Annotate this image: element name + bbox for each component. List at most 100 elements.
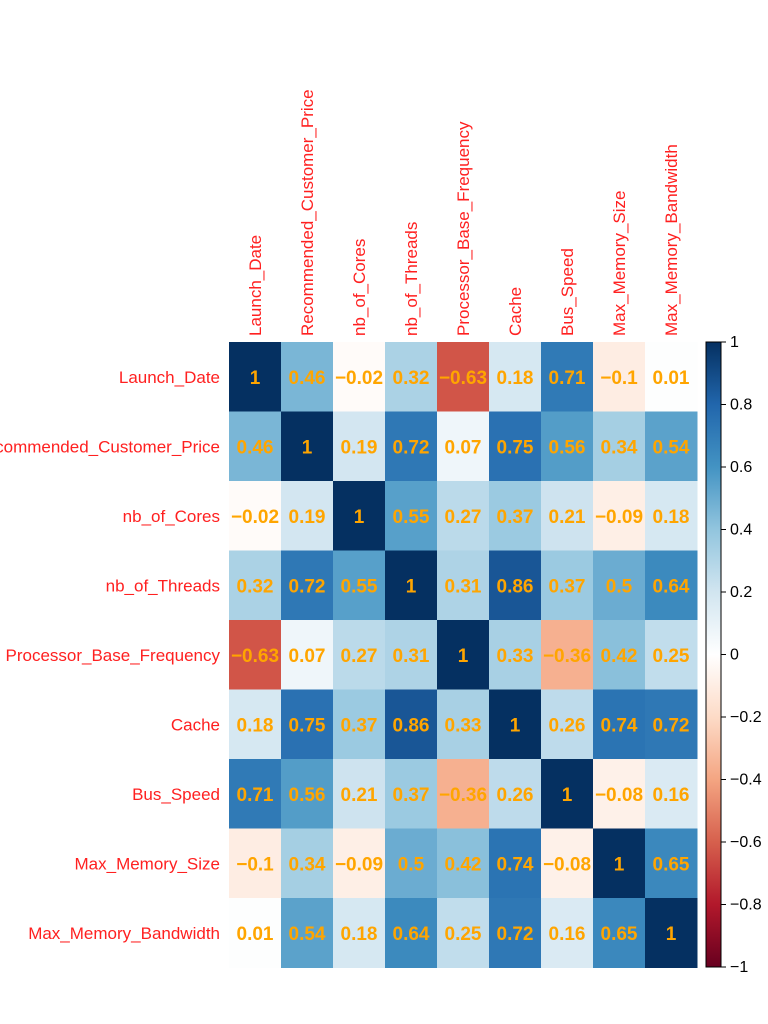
column-label: Cache (506, 287, 525, 336)
heatmap-cell (541, 620, 594, 690)
cell-value: 0.27 (445, 507, 482, 528)
heatmap-cell (593, 689, 646, 760)
cell-value: 0.46 (289, 368, 326, 389)
cell-value: 0.27 (341, 646, 378, 667)
heatmap-cell (385, 342, 438, 412)
cell-value: 0.31 (393, 646, 430, 667)
heatmap-cell (385, 898, 438, 968)
cell-value: 1 (510, 715, 521, 736)
column-label: Max_Memory_Size (610, 191, 629, 337)
colorbar-tick-label: 0.4 (730, 522, 752, 539)
heatmap-cell (437, 898, 490, 968)
cell-value: 0.34 (289, 854, 326, 875)
heatmap-cell (333, 550, 386, 621)
heatmap-cell (229, 550, 282, 621)
heatmap-cell (437, 411, 490, 482)
cell-value: −0.08 (543, 854, 591, 875)
heatmap-cell (281, 411, 334, 482)
heatmap-cell (489, 689, 542, 760)
heatmap-cell (593, 828, 646, 899)
heatmap-cell (593, 898, 646, 968)
heatmap-cell (645, 689, 698, 760)
heatmap-cell (437, 828, 490, 899)
cell-value: −0.36 (439, 785, 487, 806)
colorbar-tick-label: 0.8 (730, 397, 752, 414)
heatmap-cell (541, 759, 594, 829)
heatmap-cell (489, 550, 542, 621)
cell-value: 0.56 (289, 785, 326, 806)
cell-value: 0.16 (653, 785, 690, 806)
heatmap-cell (385, 411, 438, 482)
heatmap-cell (645, 411, 698, 482)
cell-value: 0.55 (393, 507, 430, 528)
heatmap-cell (281, 898, 334, 968)
cell-value: 0.5 (606, 576, 633, 597)
heatmap-cell (281, 689, 334, 760)
heatmap-cell (229, 898, 282, 968)
cell-value: 0.65 (653, 854, 690, 875)
heatmap-cells (229, 342, 698, 968)
heatmap-cell (385, 620, 438, 690)
column-label: Bus_Speed (558, 248, 577, 336)
colorbar-tick-label: 1 (730, 334, 739, 351)
heatmap-cell (385, 481, 438, 551)
cell-value: −0.63 (231, 646, 279, 667)
colorbar: 1 0.8 0.6 0.4 0.2 0 −0.2 −0.4 −0.6 −0.8 −1 (705, 334, 762, 976)
colorbar-tick-label: −0.6 (730, 834, 762, 851)
cell-value: 0.5 (398, 854, 425, 875)
heatmap-cell (281, 828, 334, 899)
cell-value: 0.71 (549, 368, 586, 389)
heatmap-cell (333, 481, 386, 551)
cell-value: 1 (562, 785, 573, 806)
heatmap-cell (437, 689, 490, 760)
heatmap-cell (489, 828, 542, 899)
heatmap-cell (229, 411, 282, 482)
cell-value: 1 (406, 576, 417, 597)
heatmap-cell (541, 898, 594, 968)
cell-value: 0.33 (445, 715, 482, 736)
heatmap-cell (229, 759, 282, 829)
cell-value: −0.09 (335, 854, 383, 875)
row-label: nb_of_Cores (123, 507, 220, 526)
heatmap-cell (645, 550, 698, 621)
cell-value: 0.26 (549, 715, 586, 736)
heatmap-cell (593, 411, 646, 482)
heatmap-cell (593, 759, 646, 829)
cell-value: 0.18 (497, 368, 534, 389)
cell-value: 0.86 (497, 576, 534, 597)
heatmap-cell (229, 689, 282, 760)
heatmap-cell (593, 620, 646, 690)
heatmap-cell (645, 620, 698, 690)
colorbar-tick-label: 0 (730, 647, 739, 664)
column-label: Launch_Date (246, 235, 265, 336)
heatmap-cell (437, 481, 490, 551)
heatmap-cell (229, 828, 282, 899)
heatmap-cell (593, 342, 646, 412)
heatmap-cell (333, 828, 386, 899)
cell-value: −0.1 (600, 368, 638, 389)
cell-value: 0.31 (445, 576, 482, 597)
row-label: Launch_Date (119, 368, 220, 387)
cell-value: −0.36 (543, 646, 591, 667)
cell-value: 0.72 (393, 437, 430, 458)
cell-value: 0.72 (653, 715, 690, 736)
cell-value: 1 (354, 507, 365, 528)
heatmap-cell (281, 342, 334, 412)
heatmap-cell (333, 411, 386, 482)
heatmap-cell (645, 898, 698, 968)
heatmap-cell (489, 481, 542, 551)
cell-value: 0.71 (237, 785, 274, 806)
cell-value: 0.64 (393, 924, 430, 945)
cell-value: 0.33 (497, 646, 534, 667)
colorbar-gradient (705, 341, 722, 968)
colorbar-tick-label: −0.8 (730, 897, 762, 914)
heatmap-cell (645, 828, 698, 899)
cell-value: 0.72 (289, 576, 326, 597)
heatmap-cell (593, 550, 646, 621)
cell-value: 0.26 (497, 785, 534, 806)
heatmap-cell (385, 550, 438, 621)
cell-value: 0.19 (289, 507, 326, 528)
cell-value: 0.54 (289, 924, 326, 945)
cell-value: 0.32 (237, 576, 274, 597)
cell-value: 0.37 (341, 715, 378, 736)
